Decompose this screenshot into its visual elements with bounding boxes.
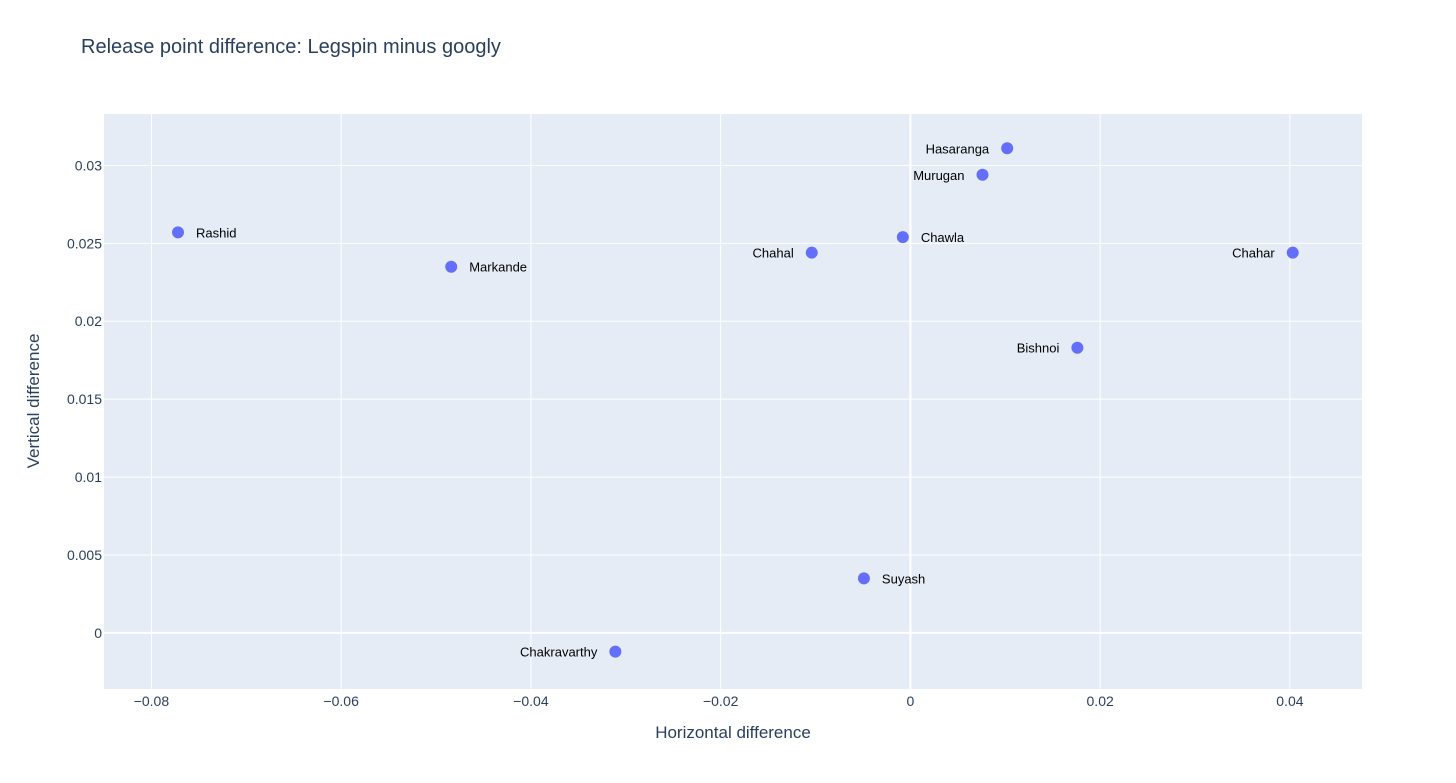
y-tick-label: 0.025: [67, 235, 102, 251]
x-tick-label: −0.02: [703, 693, 739, 709]
x-tick-label: −0.04: [513, 693, 549, 709]
point-label: Chahal: [753, 246, 794, 261]
point-label: Chawla: [921, 230, 965, 245]
data-point: [976, 168, 989, 181]
chart-title: Release point difference: Legspin minus …: [81, 36, 501, 58]
x-tick-label: 0.02: [1087, 693, 1114, 709]
data-point: [445, 260, 458, 273]
point-label: Chakravarthy: [520, 645, 598, 660]
gridlines: [104, 114, 1362, 689]
y-tick-label: 0: [94, 625, 102, 641]
plot-area: [104, 114, 1362, 689]
y-tick-label: 0.01: [75, 469, 102, 485]
x-tick-label: 0.04: [1276, 693, 1303, 709]
x-tick-label: 0: [907, 693, 915, 709]
point-label: Bishnoi: [1017, 341, 1060, 356]
data-point: [609, 645, 622, 658]
data-point: [1286, 246, 1299, 259]
x-axis-title: Horizontal difference: [655, 723, 811, 742]
y-tick-label: 0.005: [67, 547, 102, 563]
data-points: [172, 142, 1299, 658]
point-label: Markande: [469, 260, 527, 275]
y-tick-label: 0.015: [67, 391, 102, 407]
point-label: Rashid: [196, 225, 236, 240]
y-axis-title: Vertical difference: [24, 334, 43, 469]
point-label: Hasaranga: [926, 141, 990, 156]
point-label: Murugan: [913, 168, 964, 183]
y-tick-label: 0.03: [75, 157, 102, 173]
x-tick-label: −0.08: [134, 693, 170, 709]
y-tick-label: 0.02: [75, 313, 102, 329]
data-point: [857, 572, 870, 585]
data-point: [172, 226, 184, 239]
x-tick-label: −0.06: [323, 693, 359, 709]
x-axis-ticks: −0.08 −0.06 −0.04 −0.02 0 0.02 0.04: [134, 693, 1304, 709]
point-labels: Rashid Markande Chahal Chawla Hasaranga Murug…: [196, 141, 1275, 659]
y-axis-ticks: 0 0.005 0.01 0.015 0.02 0.025 0.03: [67, 157, 102, 640]
data-point: [1001, 142, 1014, 155]
point-label: Chahar: [1232, 246, 1275, 261]
point-label: Suyash: [882, 571, 925, 586]
data-point: [805, 246, 818, 259]
data-point: [1071, 341, 1084, 354]
data-point: [896, 231, 909, 244]
